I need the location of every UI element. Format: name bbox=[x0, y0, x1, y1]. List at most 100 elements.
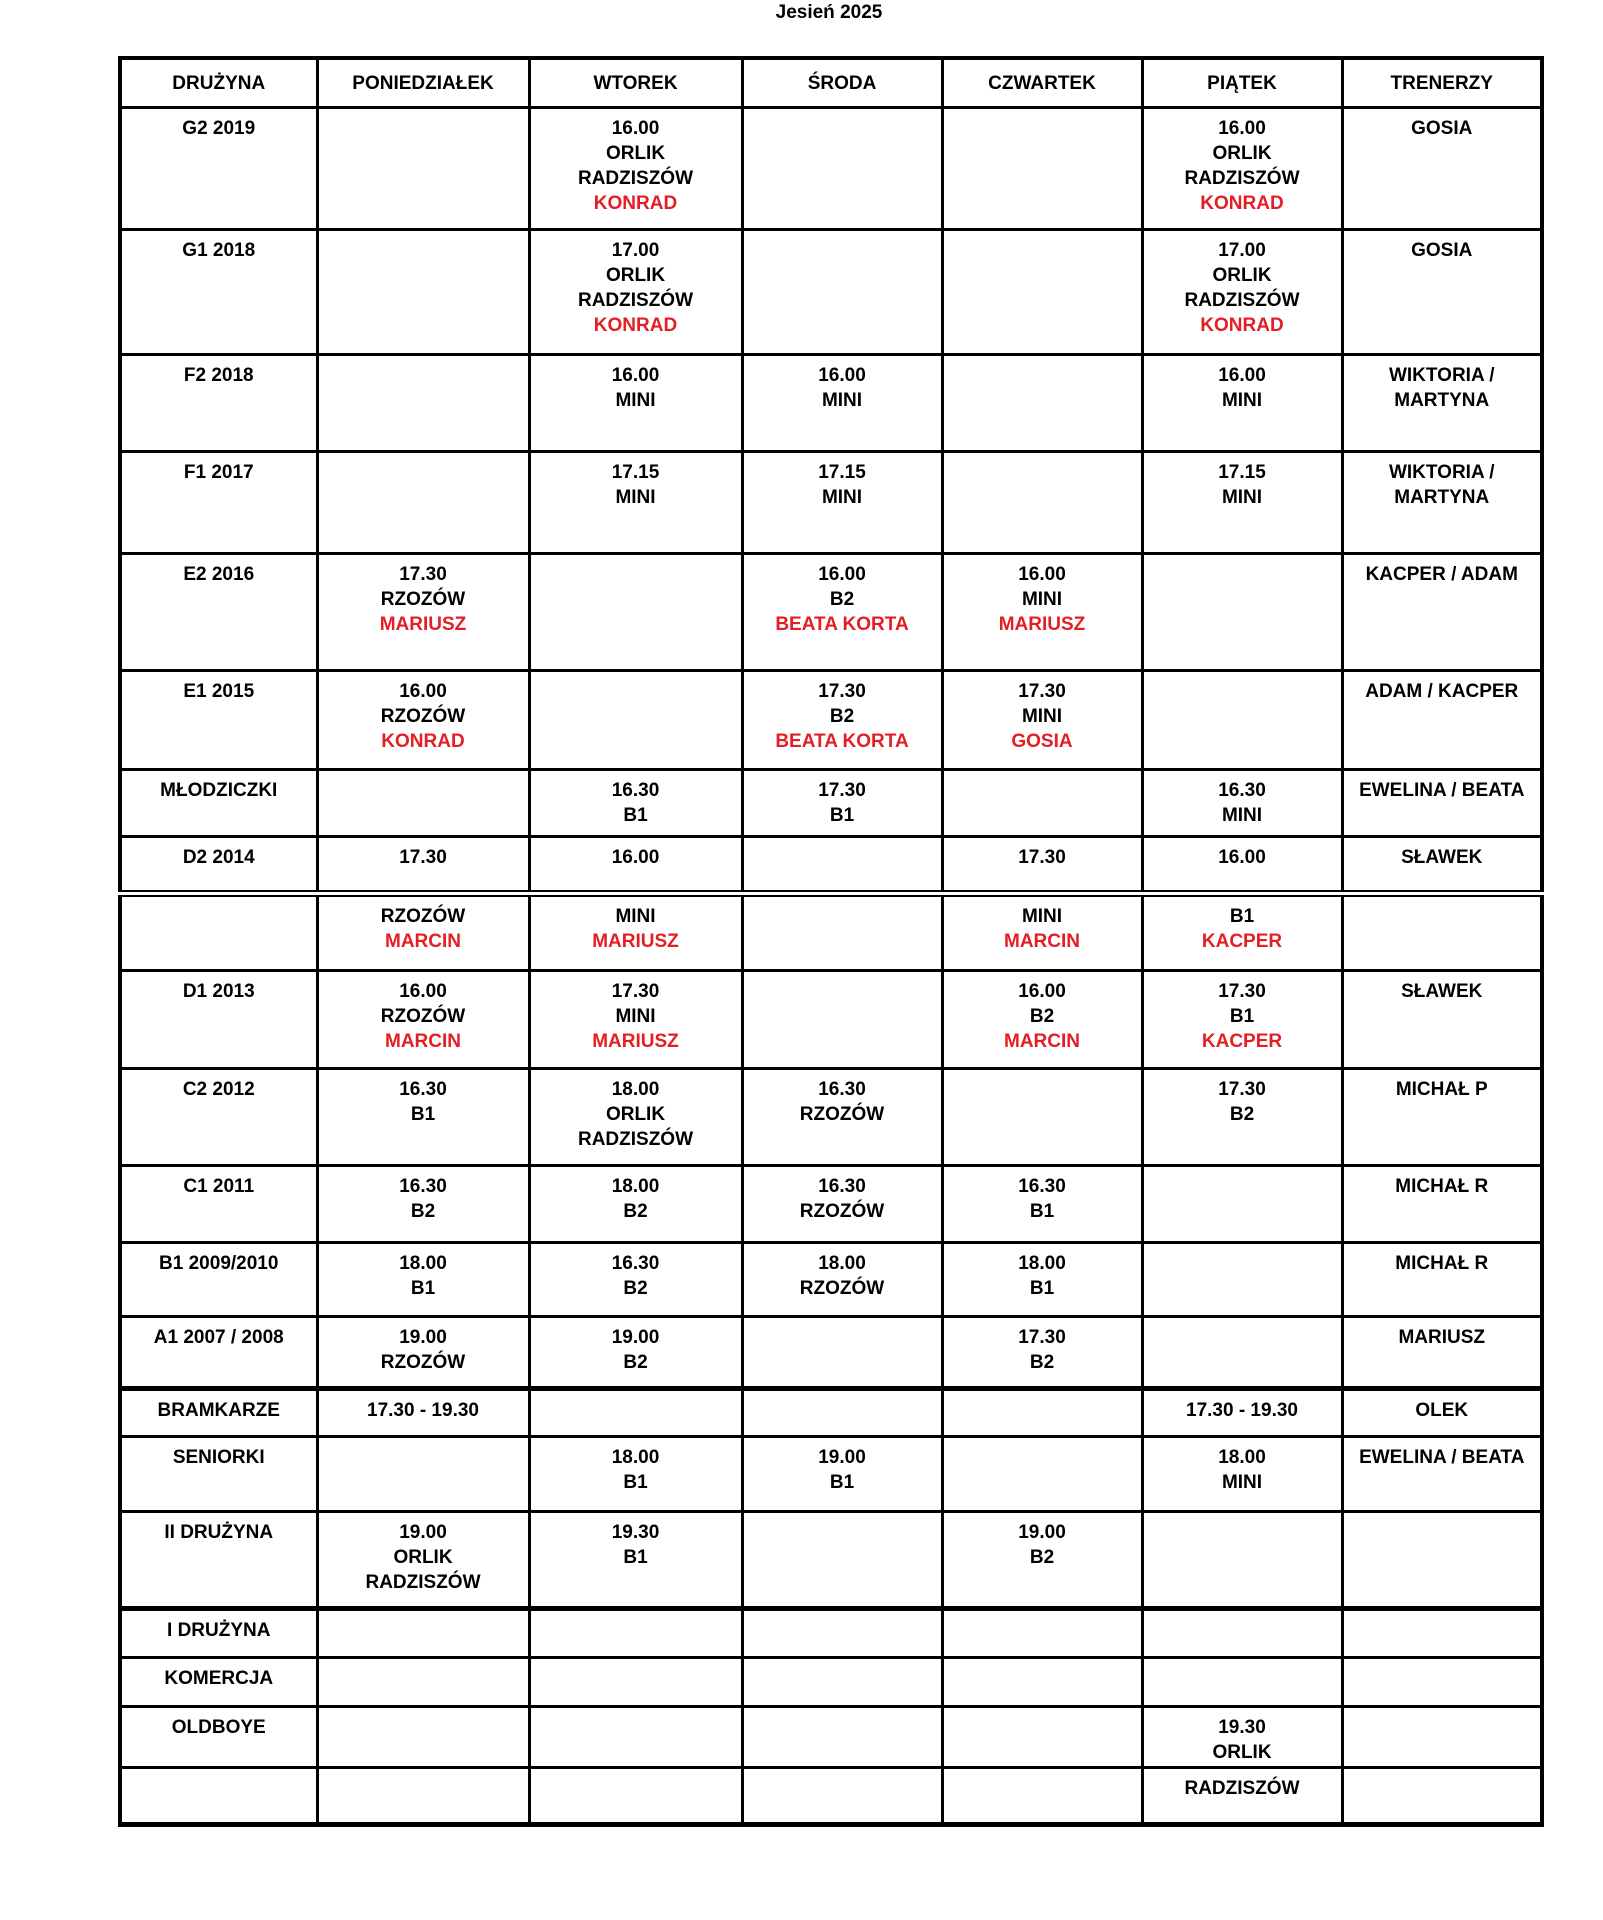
table-row: MŁODZICZKI 16.30 B1 17.30 B1 16.30 MINI EWELINA… bbox=[118, 768, 1544, 838]
session-line: RADZISZÓW bbox=[577, 1129, 694, 1150]
trainer-cell bbox=[1340, 1656, 1544, 1708]
session-line: 17.30 bbox=[399, 847, 447, 868]
table-row: F2 2018 16.00 MINI 16.00 MINI 16.00 MINI WIKTOR… bbox=[118, 353, 1544, 453]
session-line: 16.30 bbox=[1218, 780, 1266, 801]
schedule-cell: MINI MARCIN bbox=[940, 890, 1144, 972]
session-line: RADZISZÓW bbox=[1184, 1778, 1300, 1799]
table-row: RADZISZÓW bbox=[118, 1766, 1544, 1827]
schedule-cell bbox=[740, 1606, 944, 1659]
session-line: 19.30 bbox=[1218, 1717, 1266, 1738]
session-line: RZOZÓW bbox=[380, 906, 466, 927]
schedule-cell bbox=[315, 1435, 531, 1513]
session-line: MARIUSZ bbox=[592, 931, 679, 952]
session-line: 16.00 bbox=[611, 365, 660, 386]
schedule-cell bbox=[527, 1705, 744, 1769]
session-line: B2 bbox=[410, 1201, 436, 1222]
session-line: 18.00 bbox=[611, 1447, 660, 1468]
schedule-cell: 16.00 MINI MARIUSZ bbox=[940, 552, 1144, 672]
team-label-cell: D1 2013 bbox=[118, 969, 319, 1070]
team-label-cell: F1 2017 bbox=[118, 450, 319, 555]
trainer-cell bbox=[1340, 1705, 1544, 1769]
trainer-cell: ADAM / KACPER bbox=[1340, 669, 1544, 771]
session-line: ORLIK bbox=[605, 143, 666, 164]
schedule-cell: 16.30 B1 bbox=[527, 768, 744, 838]
session-line: MARIUSZ bbox=[592, 1031, 679, 1052]
schedule-cell bbox=[315, 1606, 531, 1659]
schedule-cell bbox=[940, 1656, 1144, 1708]
schedule-cell bbox=[940, 1386, 1144, 1438]
session-line: BEATA KORTA bbox=[775, 731, 909, 752]
schedule-cell: 17.30 B2 BEATA KORTA bbox=[740, 669, 944, 771]
schedule-cell bbox=[740, 1766, 944, 1827]
schedule-cell bbox=[315, 353, 531, 453]
team-label-cell: KOMERCJA bbox=[118, 1656, 319, 1708]
schedule-cell: 16.00 MINI bbox=[1140, 353, 1344, 453]
session-line: 19.00 bbox=[611, 1327, 660, 1348]
session-line: RZOZÓW bbox=[380, 706, 466, 727]
session-line: B2 bbox=[1029, 1006, 1055, 1027]
session-line: RZOZÓW bbox=[799, 1278, 885, 1299]
column-header-trenerzy: TRENERZY bbox=[1340, 56, 1544, 109]
schedule-cell: 18.00 ORLIK RADZISZÓW bbox=[527, 1067, 744, 1167]
schedule-cell bbox=[315, 1656, 531, 1708]
team-label-cell: D2 2014 bbox=[118, 835, 319, 895]
session-line: 17.30 - 19.30 bbox=[1186, 1400, 1298, 1421]
session-line: MARCIN bbox=[1004, 931, 1080, 952]
session-line: 19.00 bbox=[818, 1447, 866, 1468]
schedule-cell: 17.15 MINI bbox=[740, 450, 944, 555]
session-line: 16.00 bbox=[1018, 981, 1066, 1002]
schedule-cell bbox=[940, 353, 1144, 453]
schedule-cell bbox=[1140, 1164, 1344, 1244]
schedule-cell bbox=[1140, 552, 1344, 672]
trainer-cell: SŁAWEK bbox=[1340, 969, 1544, 1070]
session-line: 17.30 bbox=[1218, 1079, 1266, 1100]
schedule-body: G2 2019 16.00 ORLIK RADZISZÓW KONRAD 16.00 ORL… bbox=[118, 106, 1544, 1827]
table-row: A1 2007 / 2008 19.00 RZOZÓW 19.00 B2 17.30 B2 M… bbox=[118, 1315, 1544, 1390]
team-label-cell: MŁODZICZKI bbox=[118, 768, 319, 838]
session-line: B1 bbox=[829, 805, 855, 826]
session-line: B2 bbox=[829, 589, 855, 610]
session-line: 18.00 bbox=[818, 1253, 866, 1274]
table-row: BRAMKARZE 17.30 - 19.30 17.30 - 19.30 OLEK bbox=[118, 1386, 1544, 1438]
schedule-cell bbox=[940, 450, 1144, 555]
schedule-cell bbox=[527, 669, 744, 771]
column-header-druzyna: DRUŻYNA bbox=[118, 56, 319, 109]
trainer-cell: WIKTORIA / MARTYNA bbox=[1340, 450, 1544, 555]
schedule-cell bbox=[1140, 669, 1344, 771]
session-line: 17.30 bbox=[1018, 847, 1066, 868]
session-line: 16.30 bbox=[399, 1176, 447, 1197]
session-line: 16.00 bbox=[818, 365, 866, 386]
schedule-cell bbox=[527, 1656, 744, 1708]
schedule-cell: 19.30 B1 bbox=[527, 1510, 744, 1610]
schedule-cell bbox=[940, 106, 1144, 231]
schedule-cell: 16.30 RZOZÓW bbox=[740, 1164, 944, 1244]
team-label-cell: OLDBOYE bbox=[118, 1705, 319, 1769]
schedule-cell: 16.00 bbox=[527, 835, 744, 895]
schedule-cell bbox=[1140, 1510, 1344, 1610]
session-line: 16.00 bbox=[399, 981, 447, 1002]
schedule-cell bbox=[527, 1386, 744, 1438]
session-line: RZOZÓW bbox=[380, 1352, 466, 1373]
table-row: G2 2019 16.00 ORLIK RADZISZÓW KONRAD 16.00 ORL… bbox=[118, 106, 1544, 231]
session-line: 19.30 bbox=[611, 1522, 660, 1543]
schedule-cell: 18.00 B1 bbox=[315, 1241, 531, 1318]
session-line: B1 bbox=[623, 1547, 648, 1568]
schedule-cell bbox=[940, 1705, 1144, 1769]
table-row: OLDBOYE 19.30 ORLIK bbox=[118, 1705, 1544, 1769]
table-row: B1 2009/2010 18.00 B1 16.30 B2 18.00 RZOZÓW 18.… bbox=[118, 1241, 1544, 1318]
session-line: 17.30 bbox=[1018, 1327, 1066, 1348]
session-line: MINI bbox=[1221, 487, 1263, 508]
schedule-cell bbox=[1140, 1241, 1344, 1318]
team-label-cell: SENIORKI bbox=[118, 1435, 319, 1513]
table-row: C2 2012 16.30 B1 18.00 ORLIK RADZISZÓW 16.30 RZ… bbox=[118, 1067, 1544, 1167]
session-line: B1 bbox=[410, 1104, 436, 1125]
table-row: II DRUŻYNA 19.00 ORLIK RADZISZÓW 19.30 B1 19.0… bbox=[118, 1510, 1544, 1610]
schedule-cell bbox=[740, 969, 944, 1070]
schedule-cell: 18.00 RZOZÓW bbox=[740, 1241, 944, 1318]
session-line: ORLIK bbox=[1212, 265, 1272, 286]
session-line: MARCIN bbox=[385, 1031, 461, 1052]
team-label-cell: E1 2015 bbox=[118, 669, 319, 771]
session-line: MINI bbox=[615, 906, 656, 927]
session-line: B1 bbox=[623, 1472, 648, 1493]
session-line: MARIUSZ bbox=[379, 614, 467, 635]
